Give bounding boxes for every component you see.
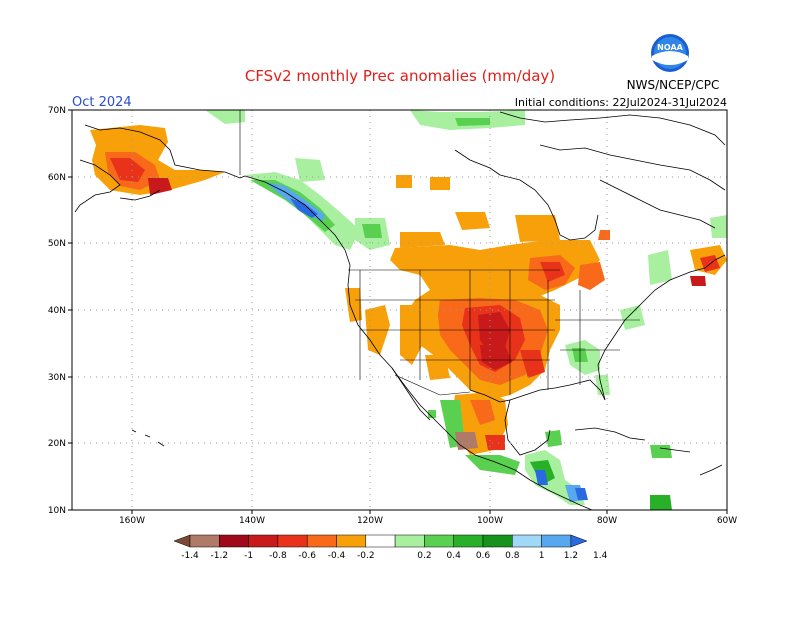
lon-label: 140W	[239, 516, 265, 526]
colorbar-swatch	[541, 534, 572, 548]
map-title: CFSv2 monthly Prec anomalies (mm/day)	[245, 67, 555, 85]
colorbar-swatch	[453, 534, 484, 548]
colorbar-label: 1.2	[564, 551, 578, 561]
colorbar-swatch	[336, 534, 367, 548]
axis-ticks	[68, 109, 728, 514]
lon-label: 100W	[477, 516, 503, 526]
colorbar-label: -0.2	[357, 551, 375, 561]
latitude-labels: 70N 60N 50N 40N 30N 20N 10N	[48, 106, 66, 516]
colorbar-label: 0.4	[447, 551, 462, 561]
colorbar-swatch	[424, 534, 454, 548]
colorbar: -1.4 -1.2 -1 -0.8 -0.6 -0.4 -0.2 0.2 0.4 0.6 0.8 1 1…	[173, 534, 608, 561]
colorbar-label: 0.6	[476, 551, 491, 561]
colorbar-swatch	[277, 534, 308, 548]
colorbar-label: -0.4	[328, 551, 346, 561]
colorbar-label: -1	[244, 551, 253, 561]
lat-label: 40N	[48, 306, 66, 316]
agency-label: NWS/NCEP/CPC	[627, 78, 720, 92]
noaa-logo: NOAA	[651, 34, 689, 72]
colorbar-label: 1	[539, 551, 545, 561]
colorbar-label: 1.4	[593, 551, 608, 561]
coastlines	[74, 111, 726, 511]
lon-label: 120W	[357, 516, 383, 526]
colorbar-swatch	[394, 534, 425, 548]
colorbar-label: -0.6	[298, 551, 316, 561]
lat-label: 60N	[48, 173, 66, 183]
colorbar-swatch	[189, 534, 220, 548]
logo-text: NOAA	[657, 43, 683, 52]
lat-label: 20N	[48, 439, 66, 449]
colorbar-swatch	[306, 534, 337, 548]
longitude-labels: 160W 140W 120W 100W 80W 60W	[119, 516, 737, 526]
colorbar-swatch	[365, 534, 396, 548]
lat-label: 70N	[48, 106, 66, 116]
colorbar-label: 0.2	[417, 551, 431, 561]
lon-label: 160W	[119, 516, 145, 526]
colorbar-swatch	[248, 534, 279, 548]
colorbar-arrow-right	[570, 534, 588, 548]
colorbar-arrow-left	[173, 534, 191, 548]
political-boundaries	[239, 110, 640, 396]
lat-label: 30N	[48, 373, 66, 383]
colorbar-label: -1.2	[211, 551, 229, 561]
graticule	[72, 110, 727, 510]
lon-label: 60W	[717, 516, 737, 526]
lon-label: 80W	[597, 516, 617, 526]
colorbar-swatch	[482, 534, 513, 548]
precip-anomaly-field	[90, 110, 727, 510]
colorbar-label: -0.8	[269, 551, 287, 561]
colorbar-label: -1.4	[181, 551, 199, 561]
initial-conditions: Initial conditions: 22Jul2024-31Jul2024	[515, 96, 727, 109]
lat-label: 10N	[48, 506, 66, 516]
forecast-month: Oct 2024	[72, 95, 132, 110]
colorbar-swatch	[512, 534, 542, 548]
colorbar-label: 0.8	[505, 551, 520, 561]
colorbar-swatch	[219, 534, 249, 548]
lat-label: 50N	[48, 239, 66, 249]
